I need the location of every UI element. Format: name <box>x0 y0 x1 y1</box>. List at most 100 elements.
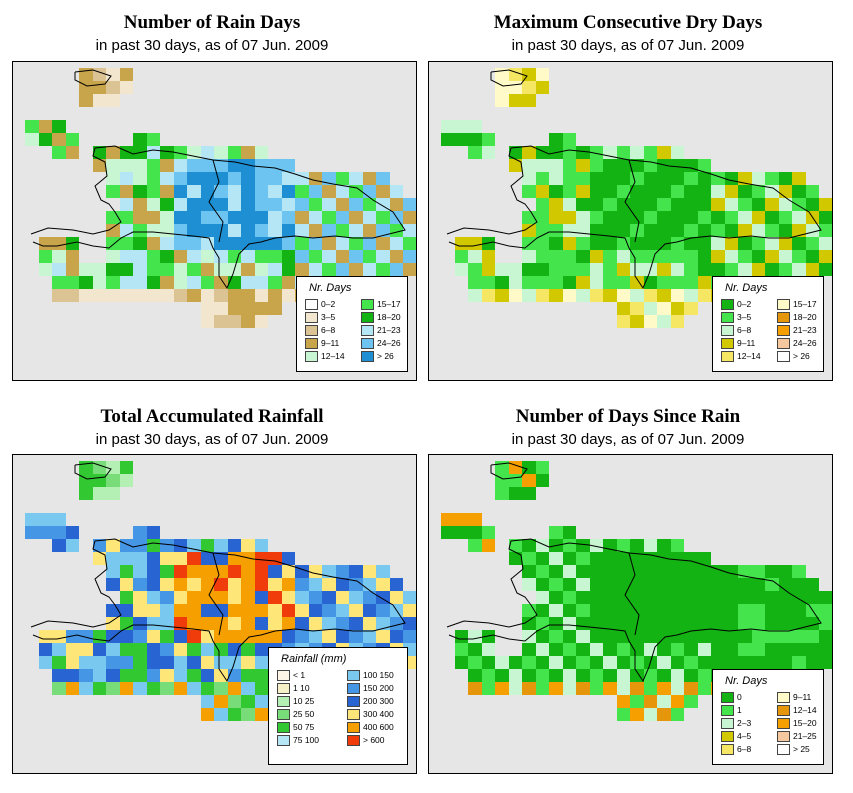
grid-cell <box>441 513 455 526</box>
grid-cell <box>133 146 147 159</box>
grid-cell <box>187 656 201 669</box>
grid-cell <box>106 643 120 656</box>
grid-cell <box>146 669 160 682</box>
grid-cell <box>376 263 390 276</box>
grid-cell <box>106 237 120 250</box>
grid-cell <box>778 578 792 591</box>
grid-cell <box>697 552 711 565</box>
grid-cell <box>92 81 106 94</box>
grid-cell <box>495 474 509 487</box>
grid-cell <box>643 146 657 159</box>
grid-cell <box>322 172 336 185</box>
grid-cell <box>227 630 241 643</box>
grid-cell <box>819 237 832 250</box>
grid-cell <box>670 539 684 552</box>
grid-cell <box>92 474 106 487</box>
grid-cell <box>214 578 228 591</box>
legend-swatch <box>777 718 790 729</box>
grid-cell <box>508 461 522 474</box>
grid-cell <box>389 604 403 617</box>
grid-cell <box>241 552 255 565</box>
grid-cell <box>227 185 241 198</box>
grid-cell <box>65 289 79 302</box>
grid-cell <box>603 578 617 591</box>
grid-cell <box>254 172 268 185</box>
grid-cell <box>616 682 630 695</box>
grid-cell <box>227 708 241 721</box>
grid-cell <box>778 656 792 669</box>
grid-cell <box>200 630 214 643</box>
grid-cell <box>295 617 309 630</box>
grid-cell <box>684 302 698 315</box>
grid-cell <box>643 643 657 656</box>
grid-cell <box>187 591 201 604</box>
grid-cell <box>535 656 549 669</box>
grid-cell <box>254 263 268 276</box>
grid-cell <box>227 643 241 656</box>
grid-cell <box>778 198 792 211</box>
grid-cell <box>376 250 390 263</box>
grid-cell <box>403 198 416 211</box>
grid-cell <box>751 198 765 211</box>
grid-cell <box>630 656 644 669</box>
grid-cell <box>389 263 403 276</box>
grid-cell <box>670 302 684 315</box>
legend-swatch <box>777 731 790 742</box>
grid-cell <box>616 656 630 669</box>
grid-cell <box>133 211 147 224</box>
grid-cell <box>616 695 630 708</box>
legend-label: 1 10 <box>293 683 310 693</box>
grid-cell <box>535 474 549 487</box>
grid-cell <box>25 133 39 146</box>
grid-cell <box>173 211 187 224</box>
grid-cell <box>805 250 819 263</box>
grid-cell <box>119 172 133 185</box>
grid-cell <box>187 198 201 211</box>
grid-cell <box>92 461 106 474</box>
grid-cell <box>241 669 255 682</box>
grid-cell <box>200 695 214 708</box>
grid-cell <box>160 159 174 172</box>
grid-cell <box>576 250 590 263</box>
grid-cell <box>214 630 228 643</box>
grid-cell <box>751 630 765 643</box>
grid-cell <box>281 565 295 578</box>
legend-swatch <box>721 744 734 755</box>
grid-cell <box>616 708 630 721</box>
grid-cell <box>765 630 779 643</box>
grid-cell <box>697 669 711 682</box>
grid-cell <box>389 211 403 224</box>
grid-cell <box>657 172 671 185</box>
grid-cell <box>227 578 241 591</box>
grid-cell <box>200 198 214 211</box>
grid-cell <box>738 263 752 276</box>
grid-cell <box>778 565 792 578</box>
grid-cell <box>281 250 295 263</box>
grid-cell <box>616 578 630 591</box>
grid-cell <box>562 198 576 211</box>
grid-cell <box>589 146 603 159</box>
grid-cell <box>549 146 563 159</box>
grid-cell <box>535 539 549 552</box>
grid-cell <box>403 263 416 276</box>
grid-cell <box>549 172 563 185</box>
grid-cell <box>376 591 390 604</box>
grid-cell <box>133 552 147 565</box>
grid-cell <box>65 539 79 552</box>
legend-label: 50 75 <box>293 722 315 732</box>
grid-cell <box>376 198 390 211</box>
grid-cell <box>657 539 671 552</box>
grid-cell <box>268 302 282 315</box>
grid-cell <box>335 185 349 198</box>
grid-cell <box>522 94 536 107</box>
grid-cell <box>765 224 779 237</box>
grid-cell <box>616 276 630 289</box>
grid-cell <box>711 565 725 578</box>
grid-cell <box>522 604 536 617</box>
grid-cell <box>106 159 120 172</box>
legend-swatch <box>361 351 374 362</box>
grid-cell <box>576 682 590 695</box>
legend-swatch <box>361 299 374 310</box>
grid-cell <box>684 289 698 302</box>
grid-cell <box>684 630 698 643</box>
